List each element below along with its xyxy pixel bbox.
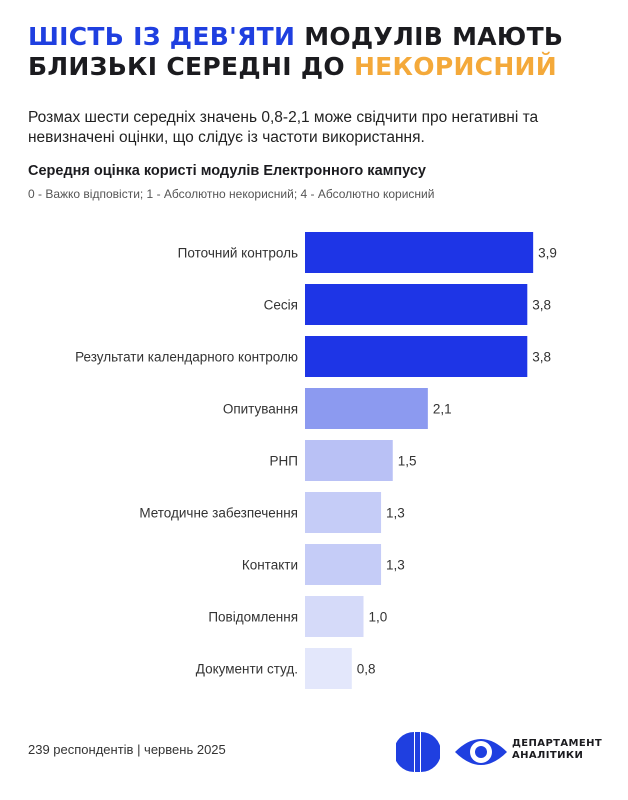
value-label: 1,5 <box>398 454 417 469</box>
headline: ШІСТЬ ІЗ ДЕВ'ЯТИ МОДУЛІВ МАЮТЬ БЛИЗЬКІ С… <box>28 22 608 82</box>
value-label: 3,8 <box>532 298 551 313</box>
chart-title: Середня оцінка користі модулів Електронн… <box>28 163 426 179</box>
logo-f-icon <box>396 732 440 772</box>
category-label: Опитування <box>223 402 298 417</box>
category-label: Сесія <box>264 298 298 313</box>
category-label: Документи студ. <box>196 662 298 677</box>
bar <box>305 440 393 481</box>
value-label: 0,8 <box>357 662 376 677</box>
category-label: Повідомлення <box>208 610 298 625</box>
eye-logo-icon <box>455 739 507 765</box>
category-label: Контакти <box>242 558 298 573</box>
bar <box>305 596 364 637</box>
brand-line-2: АНАЛІТИКИ <box>512 750 584 761</box>
category-label: Поточний контроль <box>178 246 298 261</box>
bar-chart: Поточний контроль 3,9 Сесія 3,8 Результати к… <box>75 232 557 689</box>
category-label: РНП <box>270 454 298 469</box>
value-label: 1,3 <box>386 506 405 521</box>
category-label: Методичне забезпечення <box>139 506 298 521</box>
bar <box>305 388 428 429</box>
headline-highlight: НЕКОРИСНИЙ <box>353 52 558 81</box>
headline-accent: ШІСТЬ ІЗ ДЕВ'ЯТИ <box>28 22 296 51</box>
value-label: 2,1 <box>433 402 452 417</box>
bar <box>305 648 352 689</box>
bar <box>305 284 528 325</box>
brand-name: ДЕПАРТАМЕНТ АНАЛІТИКИ <box>512 738 602 762</box>
lead-paragraph: Розмах шести середніх значень 0,8-2,1 мо… <box>28 109 539 146</box>
chart-subtitle: 0 - Важко відповісти; 1 - Абсолютно неко… <box>28 187 435 201</box>
bar <box>305 336 528 377</box>
value-label: 1,3 <box>386 558 405 573</box>
brand-line-1: ДЕПАРТАМЕНТ <box>512 738 603 749</box>
category-label: Результати календарного контролю <box>75 350 298 365</box>
headline-text-2: БЛИЗЬКІ СЕРЕДНІ ДО <box>28 52 354 81</box>
bar <box>305 544 382 585</box>
bar <box>305 232 534 273</box>
footer-note: 239 респондентів | червень 2025 <box>28 742 226 757</box>
value-label: 3,8 <box>532 350 551 365</box>
bar <box>305 492 382 533</box>
value-label: 3,9 <box>538 246 557 261</box>
headline-text: МОДУЛІВ МАЮТЬ <box>295 22 564 51</box>
value-label: 1,0 <box>369 610 388 625</box>
